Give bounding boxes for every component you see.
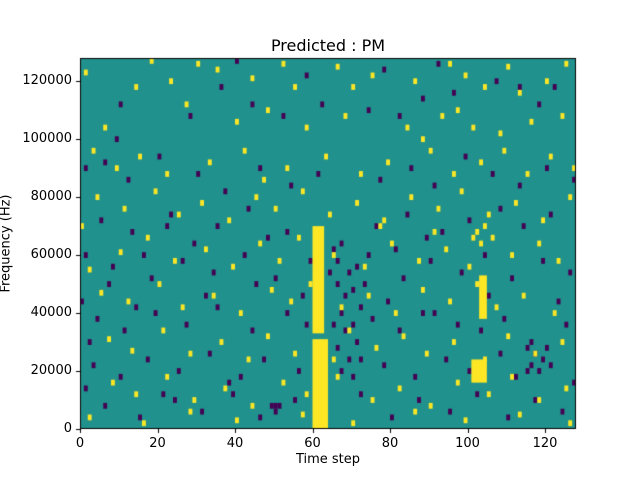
y-tick-label: 80000: [30, 189, 72, 205]
x-tick-label: 80: [381, 436, 399, 451]
x-tick-label: 120: [532, 436, 558, 451]
y-tick-label: 40000: [30, 305, 72, 321]
chart-title: Predicted : PM: [270, 36, 386, 55]
x-tick-label: 40: [226, 436, 244, 451]
x-tick-label: 0: [75, 436, 85, 451]
y-tick-label: 60000: [30, 247, 72, 263]
y-tick-label: 0: [63, 421, 72, 436]
x-tick-label: 60: [304, 436, 321, 451]
x-tick-label: 20: [149, 436, 166, 451]
x-axis-label: Time step: [295, 452, 361, 467]
x-tick-label: 100: [455, 436, 480, 451]
y-tick-label: 100000: [22, 131, 72, 147]
y-tick-label: 20000: [30, 363, 72, 379]
y-tick-label: 120000: [22, 73, 72, 89]
